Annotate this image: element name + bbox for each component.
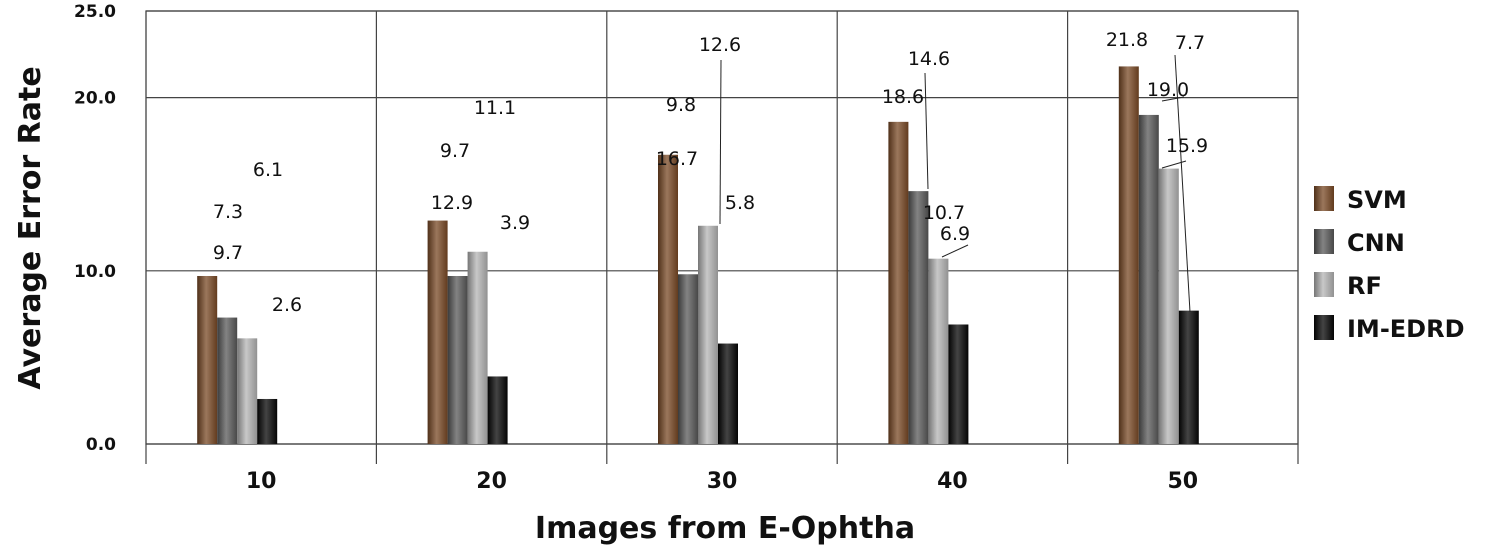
legend-swatch-svm bbox=[1314, 186, 1334, 211]
data-label-im-edrd-10: 2.6 bbox=[272, 294, 302, 316]
x-tick-label: 20 bbox=[476, 469, 507, 494]
bar-rf-20 bbox=[467, 251, 488, 444]
bar-svm-50 bbox=[1118, 66, 1139, 444]
data-label-im-edrd-40: 6.9 bbox=[940, 223, 970, 245]
y-tick-label: 25.0 bbox=[74, 2, 116, 22]
bar-rf-10 bbox=[237, 338, 258, 444]
legend: SVM CNN RF IM-EDRD bbox=[1314, 186, 1465, 343]
y-tick-label: 0.0 bbox=[86, 435, 116, 455]
bar-rf-40 bbox=[928, 258, 949, 444]
data-label-svm-50: 21.8 bbox=[1106, 29, 1148, 51]
label-leader-line bbox=[924, 72, 929, 190]
bars bbox=[197, 66, 1199, 445]
data-label-svm-40: 18.6 bbox=[882, 86, 924, 108]
x-axis-title: Images from E-Ophtha bbox=[535, 511, 915, 546]
bar-rf-30 bbox=[698, 225, 718, 444]
x-tick-label: 50 bbox=[1167, 469, 1198, 494]
legend-label-im-edrd: IM-EDRD bbox=[1347, 315, 1465, 343]
bar-cnn-30 bbox=[678, 274, 698, 444]
data-label-rf-10: 6.1 bbox=[253, 159, 283, 181]
data-label-rf-50: 15.9 bbox=[1166, 135, 1208, 157]
y-tick-label: 20.0 bbox=[74, 89, 116, 109]
data-label-im-edrd-30: 5.8 bbox=[725, 192, 755, 214]
label-leaders bbox=[719, 54, 1191, 313]
bar-cnn-40 bbox=[908, 191, 929, 444]
y-axis-ticks: 0.0 10.0 20.0 25.0 bbox=[74, 2, 116, 455]
legend-swatch-cnn bbox=[1314, 229, 1334, 254]
data-label-svm-30: 16.7 bbox=[656, 148, 698, 170]
bar-im-edrd-50 bbox=[1178, 310, 1199, 444]
data-label-svm-20: 12.9 bbox=[431, 192, 473, 214]
y-axis-title: Average Error Rate bbox=[13, 66, 48, 389]
x-tick-label: 10 bbox=[246, 469, 277, 494]
label-leader-line bbox=[1161, 160, 1187, 169]
label-leader-line bbox=[1161, 96, 1185, 102]
data-label-rf-20: 11.1 bbox=[474, 97, 516, 119]
bar-cnn-20 bbox=[447, 275, 468, 444]
bar-im-edrd-20 bbox=[487, 376, 508, 444]
bar-cnn-10 bbox=[217, 317, 238, 444]
data-label-rf-40: 10.7 bbox=[923, 202, 965, 224]
label-leader-line bbox=[941, 244, 969, 258]
data-label-cnn-20: 9.7 bbox=[440, 140, 470, 162]
bar-cnn-50 bbox=[1138, 114, 1159, 445]
legend-swatch-im-edrd bbox=[1314, 315, 1334, 340]
x-tick-label: 40 bbox=[937, 469, 968, 494]
data-label-svm-10: 9.7 bbox=[213, 242, 243, 264]
data-label-im-edrd-20: 3.9 bbox=[500, 212, 530, 234]
data-label-cnn-50: 19.0 bbox=[1147, 79, 1189, 101]
bar-svm-20 bbox=[427, 220, 448, 444]
bar-svm-30 bbox=[658, 154, 678, 445]
data-label-rf-30: 12.6 bbox=[699, 34, 741, 56]
bar-im-edrd-30 bbox=[718, 343, 738, 444]
legend-swatch-rf bbox=[1314, 272, 1334, 297]
label-leader-line bbox=[719, 59, 722, 225]
data-label-im-edrd-50: 7.7 bbox=[1175, 32, 1205, 54]
x-axis-ticks: 10 20 30 40 50 bbox=[246, 469, 1198, 494]
legend-label-svm: SVM bbox=[1347, 186, 1407, 214]
data-label-cnn-10: 7.3 bbox=[213, 201, 243, 223]
data-label-cnn-40: 14.6 bbox=[908, 48, 950, 70]
data-label-cnn-30: 9.8 bbox=[666, 94, 696, 116]
bar-svm-10 bbox=[197, 275, 218, 444]
data-labels: 9.77.36.12.612.99.711.13.916.79.812.65.8… bbox=[213, 29, 1208, 316]
bar-im-edrd-40 bbox=[948, 324, 969, 444]
legend-label-cnn: CNN bbox=[1347, 229, 1405, 257]
y-tick-label: 10.0 bbox=[74, 262, 116, 282]
label-leader-line bbox=[1174, 54, 1191, 313]
bar-rf-50 bbox=[1158, 168, 1179, 444]
x-tick-label: 30 bbox=[707, 469, 738, 494]
bar-svm-40 bbox=[888, 121, 909, 445]
legend-label-rf: RF bbox=[1347, 272, 1382, 300]
bar-im-edrd-10 bbox=[257, 398, 278, 444]
